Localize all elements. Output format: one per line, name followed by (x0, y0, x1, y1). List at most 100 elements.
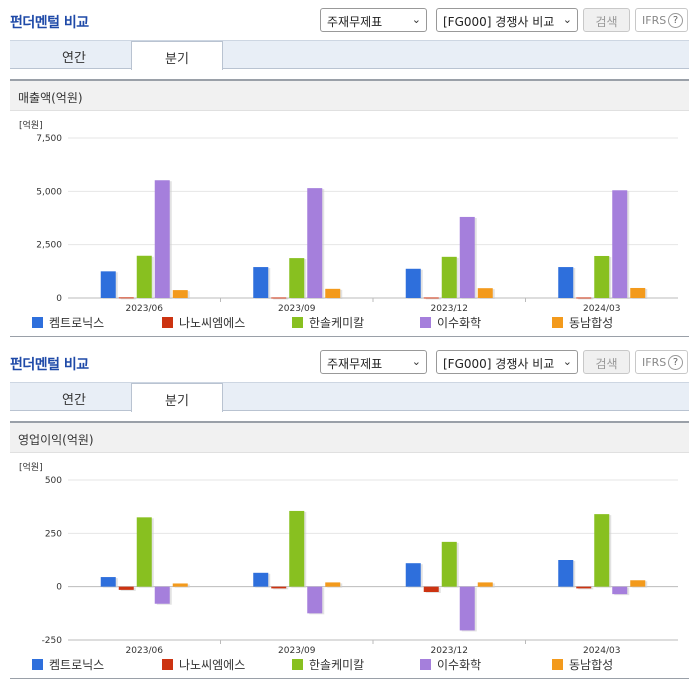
legend-swatch (32, 659, 43, 670)
statement-select-value: 주재무제표 (327, 357, 383, 371)
help-icon[interactable]: ? (668, 355, 683, 370)
revenue-chart-box: 매출액(억원) [억원] 7,500 5,000 2,500 0 2023/06 2023/… (10, 79, 689, 337)
legend-label: 이수화학 (437, 658, 482, 672)
operating-profit-section: 펀더멘털 비교 주재무제표 ⌄ [FG000] 경쟁사 비교 ⌄ 검색 IFRS? … (0, 342, 696, 684)
ifrs-button[interactable]: IFRS? (635, 8, 688, 32)
legend-label: 한솔케미칼 (309, 658, 365, 672)
section-title: 펀더멘털 비교 (10, 15, 89, 31)
bar-shadow (578, 587, 594, 590)
bar-한솔케미칼 (594, 255, 610, 298)
bar-동남합성 (477, 288, 493, 298)
legend-label: 한솔케미칼 (309, 316, 365, 330)
y-tick-label: 2,500 (36, 241, 62, 251)
ifrs-button[interactable]: IFRS? (635, 350, 688, 374)
tab-quarter[interactable]: 분기 (131, 383, 223, 412)
operating-profit-chart: [억원]500 250 0 -250 2023/06 2023/09 2023/12 2024… (19, 461, 678, 656)
bar-나노씨엠에스 (271, 586, 287, 589)
bar-이수화학 (612, 190, 628, 298)
bar-이수화학 (307, 188, 323, 298)
x-tick-label: 2023/09 (278, 304, 316, 314)
bar-켐트로닉스 (558, 267, 574, 298)
search-button[interactable]: 검색 (583, 8, 630, 32)
period-tabs: 연간 분기 (10, 382, 689, 412)
bar-동남합성 (477, 582, 493, 587)
bar-shadow (578, 298, 594, 300)
revenue-section: 펀더멘털 비교 주재무제표 ⌄ [FG000] 경쟁사 비교 ⌄ 검색 IFRS? … (10, 8, 689, 337)
period-tabs: 연간 분기 (10, 40, 689, 70)
x-tick-label: 2023/06 (126, 646, 164, 656)
bar-shadow (273, 298, 289, 300)
x-tick-label: 2023/06 (126, 304, 164, 314)
legend-label: 나노씨엠에스 (179, 316, 246, 330)
peer-select[interactable]: [FG000] 경쟁사 비교 ⌄ (436, 8, 578, 32)
bar-동남합성 (325, 288, 341, 298)
peer-select-value: [FG000] 경쟁사 비교 (443, 15, 555, 29)
bar-나노씨엠에스 (423, 297, 439, 299)
peer-select-value: [FG000] 경쟁사 비교 (443, 357, 555, 371)
legend-item[interactable]: 켐트로닉스 (32, 656, 104, 674)
legend-item[interactable]: 동남합성 (552, 656, 613, 674)
section-title: 펀더멘털 비교 (10, 357, 89, 373)
legend-item[interactable]: 켐트로닉스 (32, 314, 104, 332)
x-tick-label: 2023/12 (431, 646, 468, 656)
legend-item[interactable]: 나노씨엠에스 (162, 314, 245, 332)
bar-한솔케미칼 (289, 510, 305, 587)
legend-item[interactable]: 한솔케미칼 (292, 656, 364, 674)
legend-swatch (552, 317, 563, 328)
bar-켐트로닉스 (405, 268, 421, 298)
x-tick-label: 2024/03 (583, 304, 620, 314)
toolbar: 펀더멘털 비교 주재무제표 ⌄ [FG000] 경쟁사 비교 ⌄ 검색 IFRS? (0, 342, 696, 380)
tab-annual[interactable]: 연간 (62, 393, 86, 408)
bar-한솔케미칼 (289, 258, 305, 298)
legend-swatch (162, 317, 173, 328)
bar-나노씨엠에스 (576, 586, 592, 589)
ifrs-label: IFRS (642, 356, 667, 369)
statement-select[interactable]: 주재무제표 ⌄ (320, 8, 427, 32)
bar-한솔케미칼 (594, 514, 610, 587)
chart-legend: 켐트로닉스 나노씨엠에스 한솔케미칼 이수화학 동남합성 (32, 314, 652, 332)
legend-swatch (552, 659, 563, 670)
bar-켐트로닉스 (405, 563, 421, 587)
bar-동남합성 (172, 583, 188, 587)
help-icon[interactable]: ? (668, 13, 683, 28)
legend-swatch (32, 317, 43, 328)
bar-나노씨엠에스 (271, 297, 287, 299)
bar-한솔케미칼 (441, 541, 457, 587)
y-tick-label: 5,000 (36, 187, 62, 197)
bar-켐트로닉스 (100, 577, 116, 587)
y-tick-label: 500 (45, 476, 62, 486)
x-tick-label: 2023/12 (431, 304, 468, 314)
legend-item[interactable]: 나노씨엠에스 (162, 656, 245, 674)
legend-item[interactable]: 한솔케미칼 (292, 314, 364, 332)
bar-켐트로닉스 (558, 560, 574, 587)
bar-이수화학 (154, 586, 170, 604)
legend-swatch (292, 659, 303, 670)
bar-shadow (425, 298, 441, 300)
legend-item[interactable]: 이수화학 (420, 656, 481, 674)
statement-select[interactable]: 주재무제표 ⌄ (320, 350, 427, 374)
bar-이수화학 (612, 586, 628, 595)
search-button[interactable]: 검색 (583, 350, 630, 374)
bar-shadow (273, 587, 289, 590)
chart-legend: 켐트로닉스 나노씨엠에스 한솔케미칼 이수화학 동남합성 (32, 656, 652, 674)
y-tick-label: 7,500 (36, 134, 62, 144)
ifrs-label: IFRS (642, 14, 667, 27)
x-tick-label: 2023/09 (278, 646, 316, 656)
bar-나노씨엠에스 (118, 297, 134, 299)
bar-동남합성 (630, 287, 646, 298)
legend-item[interactable]: 이수화학 (420, 314, 481, 332)
tab-quarter[interactable]: 분기 (131, 41, 223, 70)
bar-한솔케미칼 (136, 255, 152, 298)
legend-item[interactable]: 동남합성 (552, 314, 613, 332)
y-tick-label: -250 (42, 636, 63, 646)
chevron-down-icon: ⌄ (411, 13, 421, 26)
peer-select[interactable]: [FG000] 경쟁사 비교 ⌄ (436, 350, 578, 374)
chevron-down-icon: ⌄ (411, 355, 421, 368)
tab-annual[interactable]: 연간 (62, 51, 86, 66)
legend-swatch (420, 659, 431, 670)
bar-나노씨엠에스 (576, 297, 592, 299)
y-tick-label: 0 (56, 583, 62, 593)
chart-header: 영업이익(억원) (10, 423, 689, 453)
bar-이수화학 (307, 586, 323, 614)
legend-label: 나노씨엠에스 (179, 658, 246, 672)
